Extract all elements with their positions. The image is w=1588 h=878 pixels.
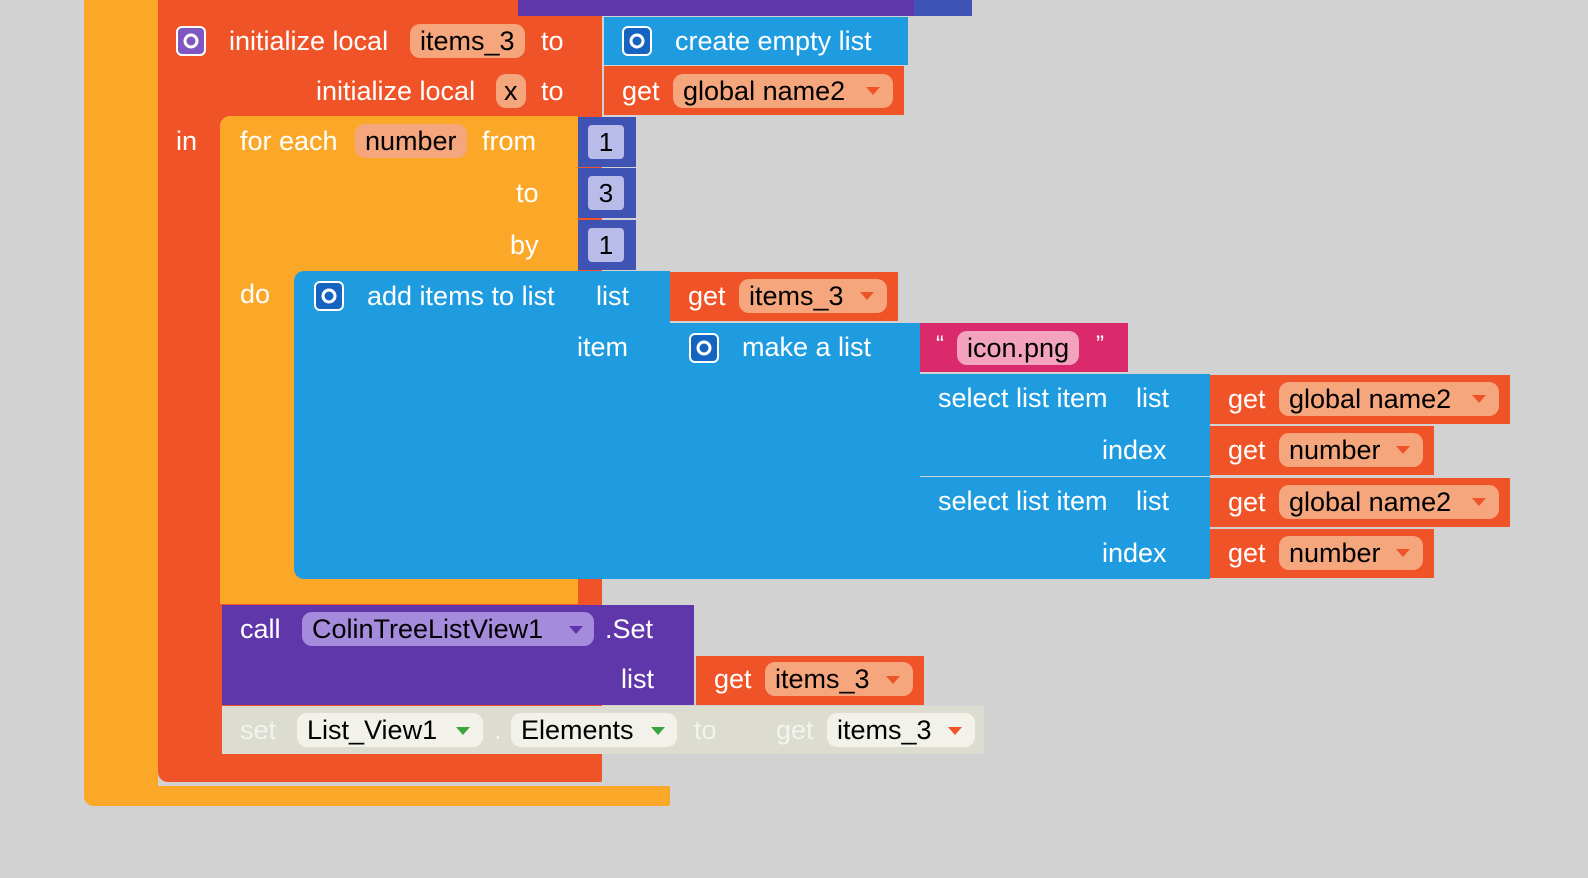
method-label: .Set [605,614,654,644]
to-label-2: to [541,76,564,106]
set-component-dropdown[interactable]: List_View1 [297,713,483,747]
outer-procedure-block[interactable] [84,0,158,806]
chevron-down-icon [1472,498,1486,506]
chevron-down-icon [569,626,583,634]
chevron-down-icon [948,727,962,735]
initialize-local-label: initialize local [229,26,389,56]
add-items-gear-icon[interactable] [314,281,344,311]
select-list-item-block-2[interactable] [920,477,1210,579]
chevron-down-icon [886,676,900,684]
get-label-5: get [1228,487,1266,517]
select-list-label-1: list [1136,383,1169,413]
global-name2-dropdown[interactable]: global name2 [673,74,893,108]
call-label: call [240,614,281,644]
select-index-label-2: index [1102,538,1167,568]
by-label: by [510,230,539,260]
create-empty-list-label: create empty list [675,26,872,56]
get-label-2: get [688,281,726,311]
get-label: get [622,76,660,106]
global-name2-dropdown-2[interactable]: global name2 [1279,382,1499,416]
string-value-field[interactable]: icon.png [957,331,1080,365]
make-a-list-block[interactable] [670,323,920,579]
set-items3-dropdown[interactable]: items_3 [827,713,975,747]
global-name2-dropdown-3[interactable]: global name2 [1279,485,1499,519]
do-label: do [240,279,271,309]
select-list-item-label-1: select list item [938,383,1108,413]
component-dropdown[interactable]: ColinTreeListView1 [302,612,594,646]
add-items-list-label: list [596,281,629,311]
items3-dropdown[interactable]: items_3 [739,279,887,313]
in-label: in [176,126,198,156]
top-purple-fragment-2 [914,0,972,16]
call-list-label: list [621,664,654,694]
chevron-down-icon [866,87,880,95]
mutator-gear-icon[interactable] [176,26,206,56]
chevron-down-icon [651,727,665,735]
to-label-1: to [541,26,564,56]
local-var-x-field[interactable]: x [496,74,526,108]
items3-dropdown-2[interactable]: items_3 [765,662,913,696]
select-list-item-label-2: select list item [938,486,1108,516]
add-items-label: add items to list [367,281,555,311]
open-quote: “ [936,331,944,358]
set-label: set [240,715,277,745]
for-each-var-field[interactable]: number [355,124,467,158]
close-quote: ” [1096,331,1104,358]
select-list-label-2: list [1136,486,1169,516]
get-label-4: get [1228,435,1266,465]
make-a-list-label: make a list [742,332,872,362]
to-number-value[interactable]: 3 [588,176,624,210]
initialize-local-label-2: initialize local [316,76,476,106]
get-label-3: get [1228,384,1266,414]
create-empty-list-block[interactable] [604,17,908,65]
to-label-3: to [516,178,539,208]
top-red-fragment [158,0,518,16]
chevron-down-icon [1396,446,1410,454]
from-label: from [482,126,536,156]
local-var-items3-field[interactable]: items_3 [410,24,525,58]
select-index-label-1: index [1102,435,1167,465]
outer-procedure-bottom [84,786,670,806]
set-dot-label: . [494,715,502,745]
get-label-6: get [1228,538,1266,568]
property-dropdown[interactable]: Elements [511,713,677,747]
add-items-to-list-block[interactable] [294,271,670,579]
from-number-value[interactable]: 1 [588,125,624,159]
number-dropdown-1[interactable]: number [1279,433,1423,467]
select-list-item-block-1[interactable] [920,374,1210,476]
create-list-gear-icon[interactable] [622,26,652,56]
top-purple-fragment [518,0,914,16]
for-each-label: for each [240,126,338,156]
by-number-value[interactable]: 1 [588,228,624,262]
add-items-item-label: item [577,332,629,362]
chevron-down-icon [1396,549,1410,557]
set-to-label: to [694,715,717,745]
chevron-down-icon [456,727,470,735]
set-get-label: get [776,715,814,745]
chevron-down-icon [1472,395,1486,403]
make-list-gear-icon[interactable] [689,333,719,363]
chevron-down-icon [860,292,874,300]
get-label-7: get [714,664,752,694]
